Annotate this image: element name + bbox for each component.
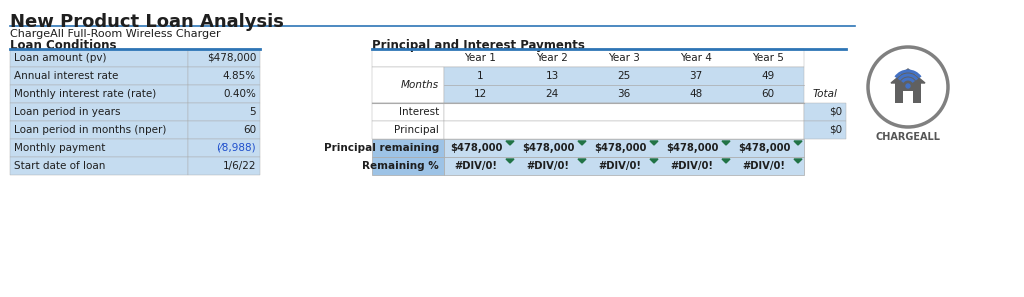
Text: $478,000: $478,000: [522, 143, 574, 153]
Text: Loan period in months (nper): Loan period in months (nper): [14, 125, 166, 135]
Polygon shape: [722, 159, 730, 163]
Bar: [372, 67, 444, 103]
Text: Year 2: Year 2: [536, 53, 568, 63]
Text: $478,000: $478,000: [666, 143, 718, 153]
Text: 25: 25: [617, 71, 631, 81]
Polygon shape: [650, 141, 658, 145]
Polygon shape: [794, 159, 802, 163]
Text: Principal and Interest Payments: Principal and Interest Payments: [372, 39, 585, 52]
Text: Monthly payment: Monthly payment: [14, 143, 105, 153]
Polygon shape: [506, 141, 514, 145]
Bar: [903, 91, 913, 103]
Bar: [188, 49, 260, 67]
Bar: [444, 67, 804, 103]
Polygon shape: [578, 159, 586, 163]
Text: $478,000: $478,000: [594, 143, 646, 153]
Text: New Product Loan Analysis: New Product Loan Analysis: [10, 13, 284, 31]
Bar: [372, 103, 444, 121]
Bar: [444, 103, 804, 121]
Polygon shape: [722, 141, 730, 145]
Polygon shape: [578, 141, 586, 145]
Text: 12: 12: [473, 89, 486, 99]
Text: $478,000: $478,000: [207, 53, 256, 63]
Text: Loan period in years: Loan period in years: [14, 107, 121, 117]
Text: 37: 37: [689, 71, 702, 81]
Bar: [372, 157, 444, 175]
Text: Principal: Principal: [394, 125, 439, 135]
Text: Annual interest rate: Annual interest rate: [14, 71, 119, 81]
Bar: [444, 157, 804, 175]
Text: Interest: Interest: [398, 107, 439, 117]
Bar: [188, 139, 260, 157]
Text: 60: 60: [762, 89, 774, 99]
Text: Loan amount (pv): Loan amount (pv): [14, 53, 106, 63]
Text: #DIV/0!: #DIV/0!: [455, 161, 498, 171]
Text: Start date of loan: Start date of loan: [14, 161, 105, 171]
Text: 13: 13: [546, 71, 559, 81]
Bar: [10, 49, 188, 67]
Text: 48: 48: [689, 89, 702, 99]
Bar: [372, 139, 444, 157]
Text: (⁄8,988): (⁄8,988): [216, 143, 256, 153]
Text: Year 3: Year 3: [608, 53, 640, 63]
Bar: [895, 83, 921, 103]
Text: Year 5: Year 5: [752, 53, 784, 63]
Text: 49: 49: [762, 71, 774, 81]
Bar: [188, 103, 260, 121]
Text: Monthly interest rate (rate): Monthly interest rate (rate): [14, 89, 157, 99]
Text: 36: 36: [617, 89, 631, 99]
Polygon shape: [650, 159, 658, 163]
Text: CHARGEALL: CHARGEALL: [876, 132, 940, 142]
Text: 60: 60: [243, 125, 256, 135]
Text: Loan Conditions: Loan Conditions: [10, 39, 117, 52]
Bar: [444, 121, 804, 139]
Text: 5: 5: [250, 107, 256, 117]
Text: Months: Months: [400, 80, 439, 90]
Text: Principal remaining: Principal remaining: [324, 143, 439, 153]
Text: $0: $0: [828, 107, 842, 117]
Bar: [372, 49, 804, 67]
Text: ChargeAll Full-Room Wireless Charger: ChargeAll Full-Room Wireless Charger: [10, 29, 220, 39]
Text: $478,000: $478,000: [450, 143, 502, 153]
Polygon shape: [891, 69, 925, 83]
Bar: [10, 121, 188, 139]
Text: 1/6/22: 1/6/22: [222, 161, 256, 171]
Text: #DIV/0!: #DIV/0!: [742, 161, 785, 171]
Bar: [10, 157, 188, 175]
Text: 1: 1: [477, 71, 483, 81]
Bar: [10, 85, 188, 103]
Text: $478,000: $478,000: [738, 143, 791, 153]
Circle shape: [906, 84, 910, 88]
Bar: [188, 157, 260, 175]
Bar: [372, 121, 444, 139]
Text: #DIV/0!: #DIV/0!: [598, 161, 641, 171]
Bar: [188, 121, 260, 139]
Bar: [10, 139, 188, 157]
Polygon shape: [506, 159, 514, 163]
Text: Total: Total: [813, 89, 838, 99]
Bar: [804, 103, 846, 121]
Text: 24: 24: [546, 89, 559, 99]
Polygon shape: [794, 141, 802, 145]
Text: #DIV/0!: #DIV/0!: [526, 161, 569, 171]
Bar: [804, 121, 846, 139]
Bar: [10, 103, 188, 121]
Text: #DIV/0!: #DIV/0!: [671, 161, 714, 171]
Text: $0: $0: [828, 125, 842, 135]
Text: 0.40%: 0.40%: [223, 89, 256, 99]
Bar: [10, 67, 188, 85]
Bar: [188, 85, 260, 103]
Text: Year 4: Year 4: [680, 53, 712, 63]
Text: Year 1: Year 1: [464, 53, 496, 63]
Text: Remaining %: Remaining %: [362, 161, 439, 171]
Bar: [444, 139, 804, 157]
Text: 4.85%: 4.85%: [223, 71, 256, 81]
Bar: [188, 67, 260, 85]
